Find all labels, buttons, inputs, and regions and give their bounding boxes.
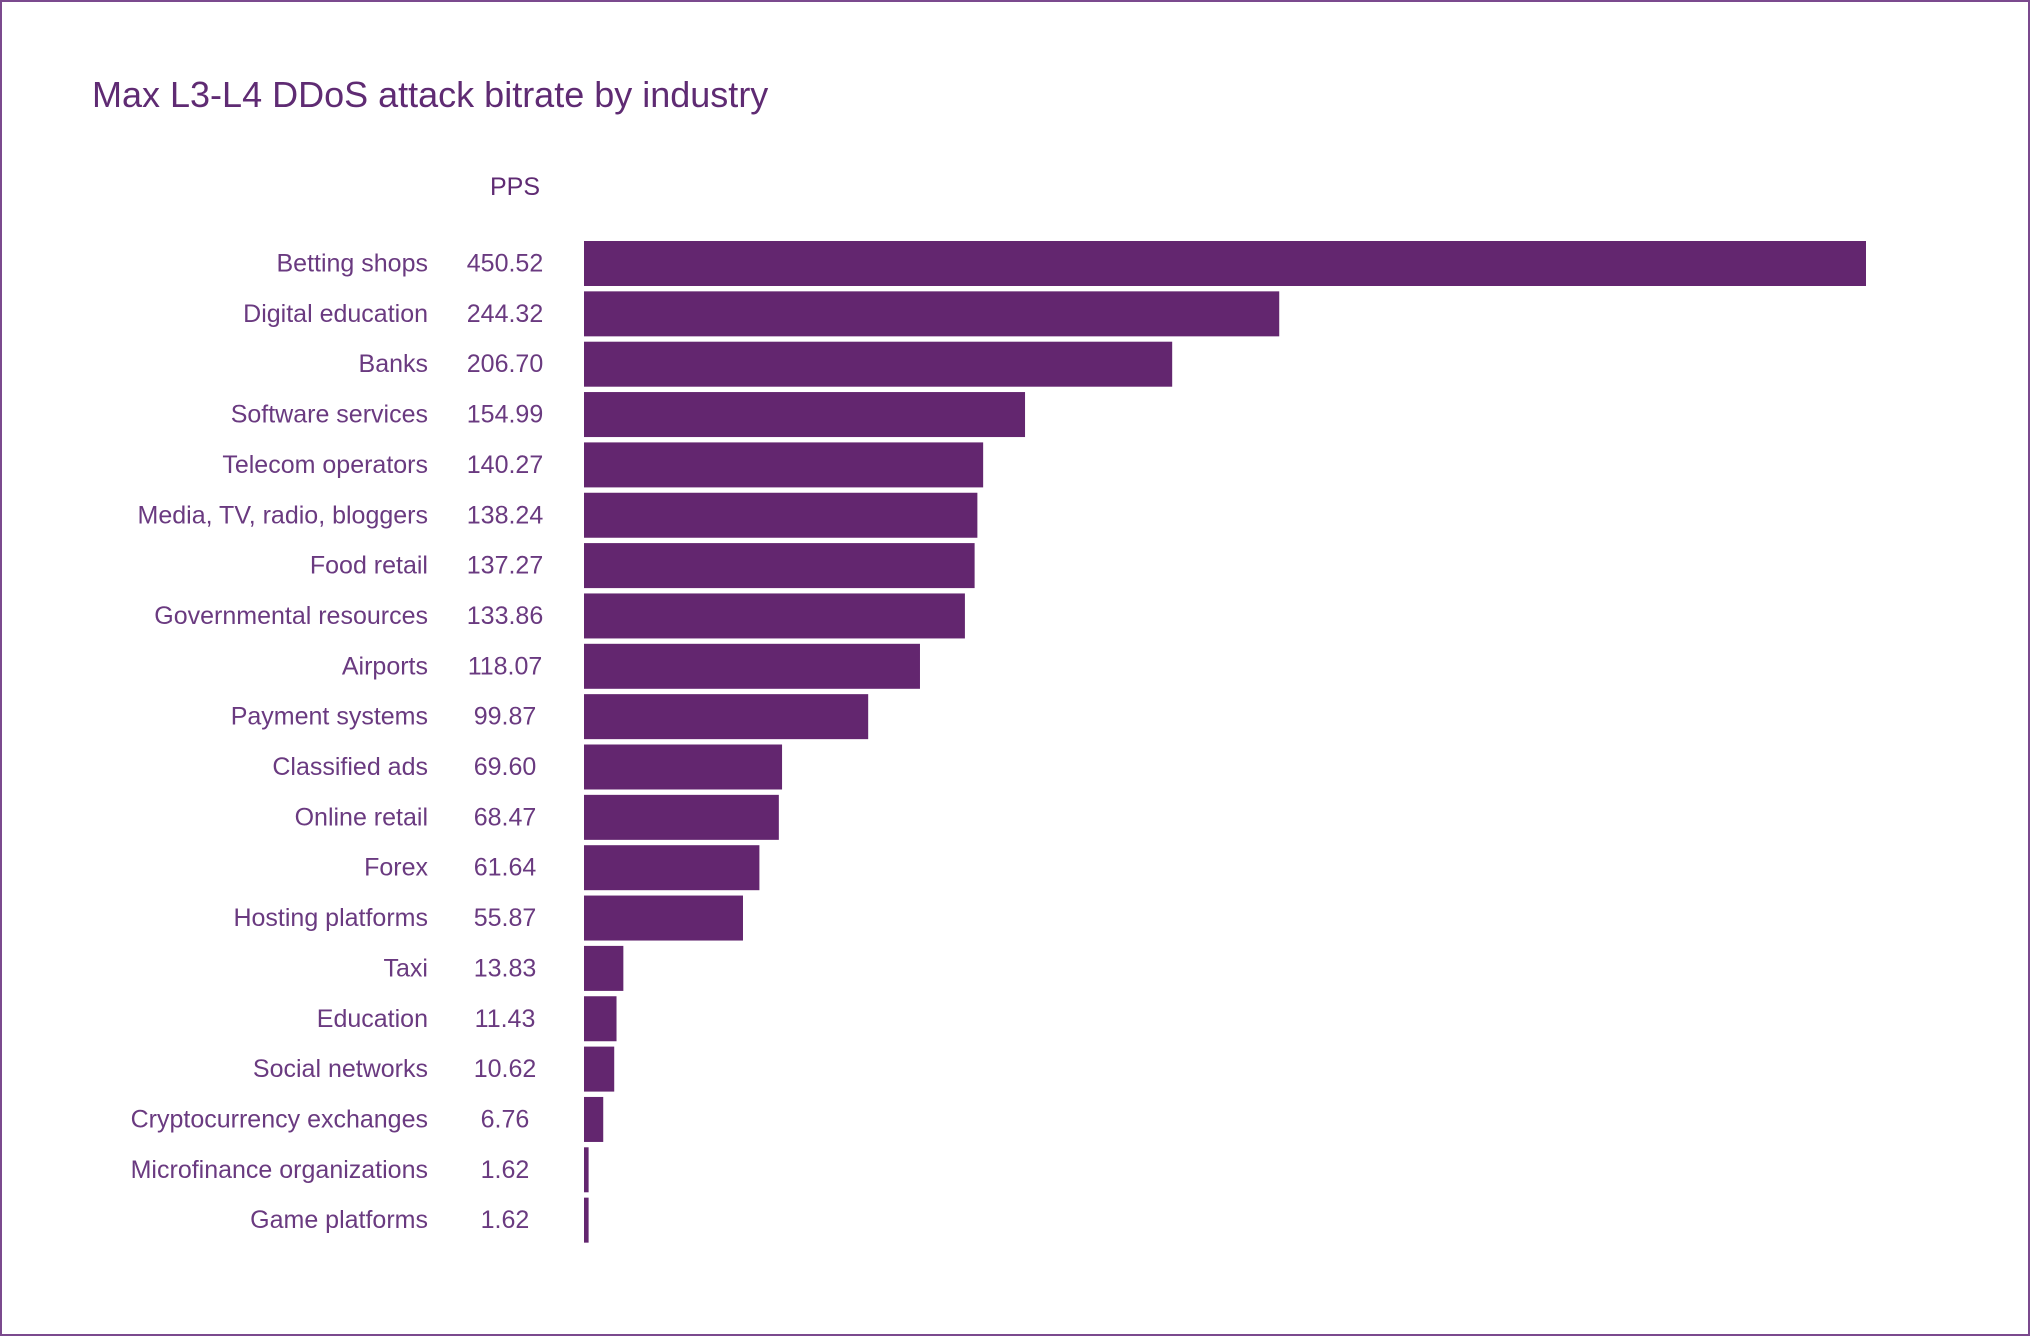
value-label: 6.76 [481, 1105, 530, 1133]
bar [584, 241, 1866, 286]
bar [584, 895, 743, 941]
value-label: 450.52 [467, 250, 543, 278]
chart-title: Max L3-L4 DDoS attack bitrate by industr… [92, 74, 769, 115]
category-label: Telecom operators [222, 451, 428, 479]
category-label: Airports [342, 652, 428, 680]
value-label: 11.43 [475, 1005, 536, 1033]
bar [584, 593, 965, 639]
bar [584, 543, 975, 589]
value-label: 206.70 [467, 350, 543, 378]
value-label: 133.86 [467, 602, 543, 630]
category-label: Betting shops [277, 250, 429, 278]
value-label: 118.07 [468, 652, 543, 680]
bar [584, 1046, 615, 1092]
value-label: 140.27 [467, 451, 543, 479]
bar [584, 845, 760, 891]
value-label: 13.83 [474, 954, 537, 982]
category-label: Media, TV, radio, bloggers [138, 501, 428, 529]
category-label: Social networks [253, 1055, 428, 1083]
category-label: Classified ads [272, 753, 428, 781]
category-label: Governmental resources [154, 602, 428, 630]
value-label: 99.87 [474, 703, 537, 731]
value-label: 69.60 [474, 753, 537, 781]
bar [584, 996, 617, 1042]
category-label: Forex [364, 854, 428, 882]
value-label: 10.62 [474, 1055, 537, 1083]
category-label: Digital education [243, 300, 428, 328]
value-label: 244.32 [467, 300, 543, 328]
bar [584, 694, 869, 740]
bar [584, 744, 783, 790]
value-label: 61.64 [474, 854, 537, 882]
category-label: Education [317, 1005, 428, 1033]
value-label: 1.62 [481, 1156, 530, 1184]
bar [584, 1096, 604, 1142]
bar [584, 291, 1280, 337]
category-label: Microfinance organizations [131, 1156, 428, 1184]
category-label: Hosting platforms [233, 904, 428, 932]
bar [584, 643, 920, 689]
bar [584, 1197, 589, 1243]
bar [584, 1147, 589, 1193]
value-column-header: PPS [489, 173, 541, 201]
category-label: Cryptocurrency exchanges [131, 1105, 428, 1133]
bar [584, 945, 624, 991]
category-label: Payment systems [231, 703, 428, 731]
value-label: 55.87 [474, 904, 537, 932]
value-label: 138.24 [467, 501, 544, 529]
category-label: Food retail [310, 552, 428, 580]
category-label: Online retail [295, 803, 428, 831]
bar [584, 492, 978, 538]
value-label: 1.62 [481, 1206, 530, 1234]
bar [584, 794, 779, 840]
value-label: 154.99 [467, 401, 543, 429]
category-label: Banks [359, 350, 428, 378]
value-label: 68.47 [474, 803, 537, 831]
bar [584, 442, 984, 488]
category-label: Game platforms [250, 1206, 428, 1234]
category-label: Software services [231, 401, 428, 429]
bar [584, 341, 1173, 387]
category-label: Taxi [384, 954, 428, 982]
value-label: 137.27 [467, 552, 543, 580]
bar [584, 392, 1026, 438]
